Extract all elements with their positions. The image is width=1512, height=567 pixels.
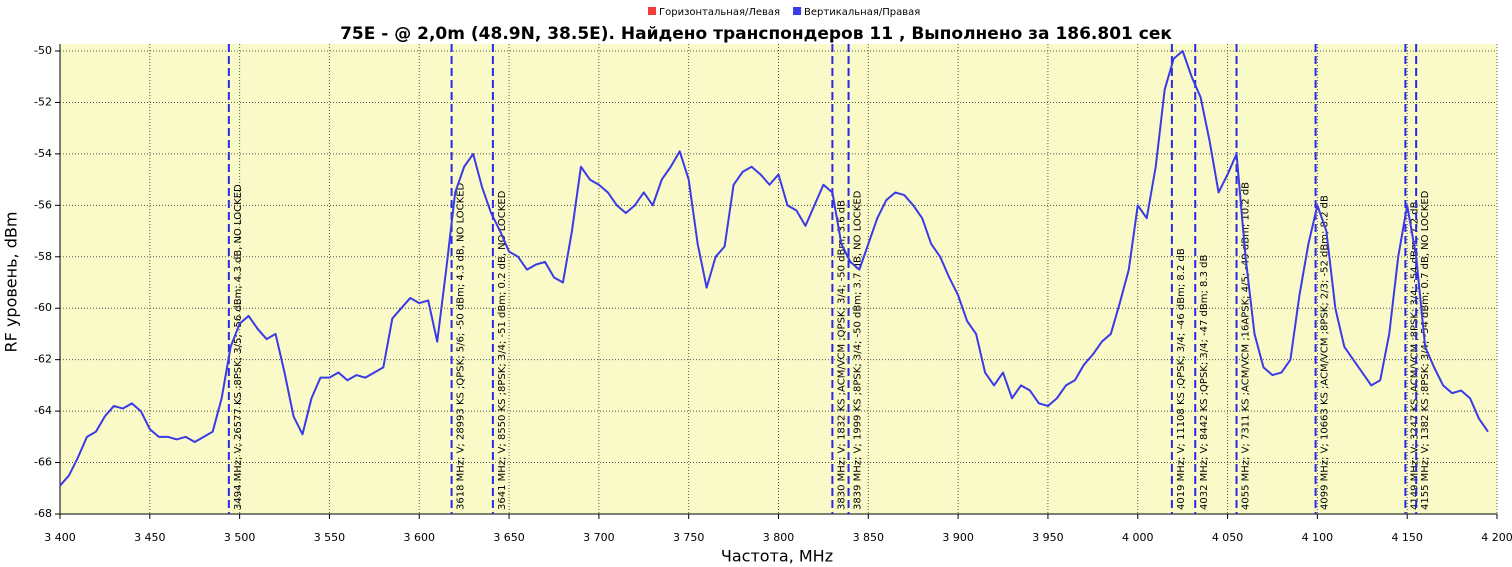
y-tick-label: -66	[34, 456, 52, 469]
x-tick-label: 3 650	[493, 531, 525, 544]
x-tick-label: 3 450	[134, 531, 166, 544]
transponder-label: 4032 MHz; V; 8442 KS ;QPSK; 3/4; -47 dBm…	[1199, 255, 1210, 510]
transponder-label: 3830 MHz; V; 1832 KS ;ACM/VCM ;QPSK; 3/4…	[836, 200, 847, 510]
legend-label: Горизонтальная/Левая	[659, 7, 780, 18]
transponder-label: 3641 MHz; V; 8550 KS ;8PSK; 3/4; -51 dBm…	[497, 190, 508, 510]
x-tick-label: 3 850	[853, 531, 885, 544]
legend-swatch	[793, 7, 802, 15]
x-tick-label: 4 150	[1391, 531, 1423, 544]
y-tick-label: -58	[34, 250, 52, 263]
transponder-label: 4019 MHz; V; 11108 KS ;QPSK; 3/4; -46 dB…	[1176, 248, 1187, 510]
legend-label: Вертикальная/Правая	[804, 7, 920, 18]
x-tick-label: 3 950	[1032, 531, 1064, 544]
transponder-label: 3618 MHz; V; 28993 KS ;QPSK; 5/6; -50 dB…	[456, 182, 467, 510]
x-axis-label: Частота, MHz	[721, 547, 833, 566]
legend-swatch	[648, 7, 656, 15]
chart-title: 75E - @ 2,0m (48.9N, 38.5E). Найдено тра…	[340, 24, 1172, 44]
x-tick-label: 4 200	[1481, 531, 1512, 544]
x-tick-label: 3 400	[44, 531, 76, 544]
transponder-label: 4149 MHz; V; 3247 KS ;ACM/VCM ;8PSK; 3/4…	[1409, 201, 1420, 510]
x-tick-label: 4 050	[1212, 531, 1244, 544]
y-tick-label: -50	[34, 44, 52, 57]
x-tick-label: 3 550	[314, 531, 346, 544]
transponder-label: 4055 MHz; V; 7311 KS ;ACM/VCM ;16APSK; 4…	[1241, 182, 1252, 510]
y-axis-label: RF уровень, dBm	[2, 212, 21, 353]
x-tick-label: 3 900	[942, 531, 974, 544]
x-tick-label: 4 100	[1302, 531, 1334, 544]
x-tick-label: 3 750	[673, 531, 705, 544]
transponder-label: 3839 MHz; V; 1999 KS ;8PSK; 3/4; -50 dBm…	[853, 190, 864, 510]
x-tick-label: 4 000	[1122, 531, 1154, 544]
x-tick-label: 3 700	[583, 531, 615, 544]
x-tick-label: 3 800	[763, 531, 795, 544]
transponder-label: 3494 MHz; V; 26577 KS ;8PSK; 3/5; -56 dB…	[233, 184, 244, 510]
y-tick-label: -52	[34, 95, 52, 108]
x-tick-label: 3 600	[404, 531, 436, 544]
x-tick-label: 3 500	[224, 531, 256, 544]
y-tick-label: -54	[34, 147, 52, 160]
transponder-label: 4099 MHz; V; 10663 KS ;ACM/VCM ;8PSK; 2/…	[1320, 195, 1331, 510]
spectrum-line	[59, 50, 1489, 487]
legend: Горизонтальная/Левая Вертикальная/Правая	[648, 7, 920, 18]
y-tick-label: -64	[34, 404, 52, 417]
y-tick-label: -68	[34, 507, 52, 520]
y-tick-label: -56	[34, 198, 52, 211]
y-tick-label: -62	[34, 353, 52, 366]
y-tick-label: -60	[34, 301, 52, 314]
